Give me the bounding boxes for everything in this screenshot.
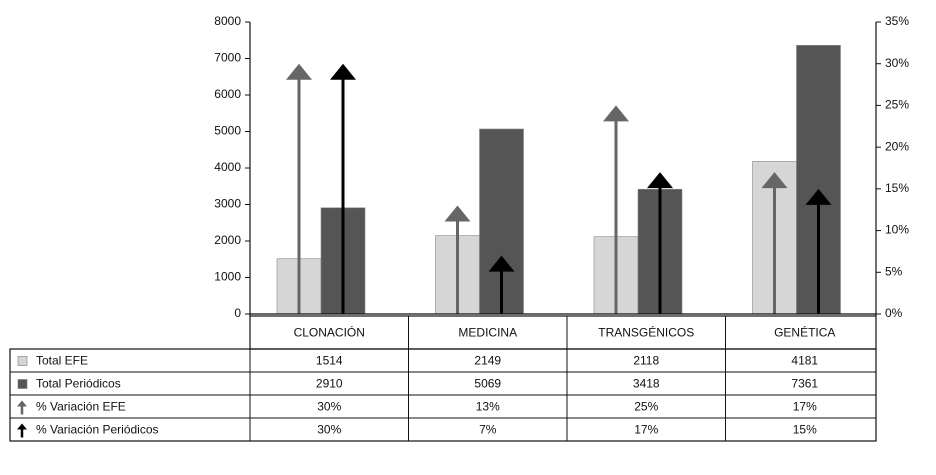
left-axis-tick-label: 0 (234, 306, 241, 320)
right-axis-tick-label: 25% (885, 98, 909, 112)
right-axis-tick-label: 0% (885, 306, 903, 320)
table-cell-value: 17% (634, 423, 658, 437)
table-cell-value: 15% (793, 423, 817, 437)
arrow-variacion-efe-head (603, 105, 629, 122)
table-cell-value: 7% (479, 423, 497, 437)
category-label: CLONACIÓN (294, 325, 365, 340)
category-label: MEDICINA (458, 326, 517, 340)
table-cell-value: 30% (317, 400, 341, 414)
table-cell-value: 4181 (791, 354, 818, 368)
category-label: TRANSGÉNICOS (598, 325, 694, 340)
arrow-variacion-efe-head (444, 205, 471, 222)
left-axis-tick-label: 5000 (214, 124, 241, 138)
arrow-variacion-periodicos-head (805, 188, 832, 205)
left-axis-tick-label: 7000 (214, 51, 241, 65)
table-cell-value: 2118 (633, 354, 659, 368)
left-axis-tick-label: 2000 (214, 233, 241, 247)
category-label: GENÉTICA (774, 325, 835, 340)
left-axis-tick-label: 6000 (214, 87, 241, 101)
legend-label: Total EFE (36, 354, 88, 368)
right-axis-tick-label: 35% (885, 14, 909, 28)
table-cell-value: 2149 (474, 354, 501, 368)
arrow-variacion-efe-head (761, 172, 788, 189)
table-cell-value: 3418 (633, 377, 660, 391)
table-cell-value: 5069 (474, 377, 501, 391)
table-cell-value: 2910 (316, 377, 343, 391)
table-cell-value: 17% (793, 400, 817, 414)
legend-key-variacion-efe-head (17, 400, 27, 407)
table-cell-value: 25% (634, 400, 658, 414)
right-axis-tick-label: 30% (885, 56, 909, 70)
arrow-variacion-periodicos-head (647, 172, 673, 189)
right-axis-tick-label: 15% (885, 181, 909, 195)
table-cell-value: 13% (476, 400, 500, 414)
table-cell-value: 30% (317, 423, 341, 437)
legend-label: % Variación Periódicos (36, 423, 159, 437)
legend-key-total-efe (17, 356, 28, 366)
arrow-variacion-periodicos-head (488, 255, 515, 272)
arrow-variacion-efe-head (286, 63, 312, 80)
table-cell-value: 1514 (316, 354, 343, 368)
left-axis-tick-label: 1000 (214, 270, 241, 284)
right-axis-tick-label: 10% (885, 223, 909, 237)
right-axis-tick-label: 20% (885, 139, 909, 153)
right-axis-tick-label: 5% (885, 264, 903, 278)
legend-label: Total Periódicos (36, 377, 121, 391)
left-axis-tick-label: 8000 (214, 14, 241, 28)
arrow-variacion-periodicos-head (330, 63, 356, 80)
legend-label: % Variación EFE (36, 400, 126, 414)
table-cell-value: 7361 (791, 377, 818, 391)
left-axis-tick-label: 4000 (214, 160, 241, 174)
left-axis-tick-label: 3000 (214, 197, 241, 211)
legend-key-variacion-periodicos-head (17, 423, 27, 430)
legend-key-total-periodicos (17, 379, 28, 389)
